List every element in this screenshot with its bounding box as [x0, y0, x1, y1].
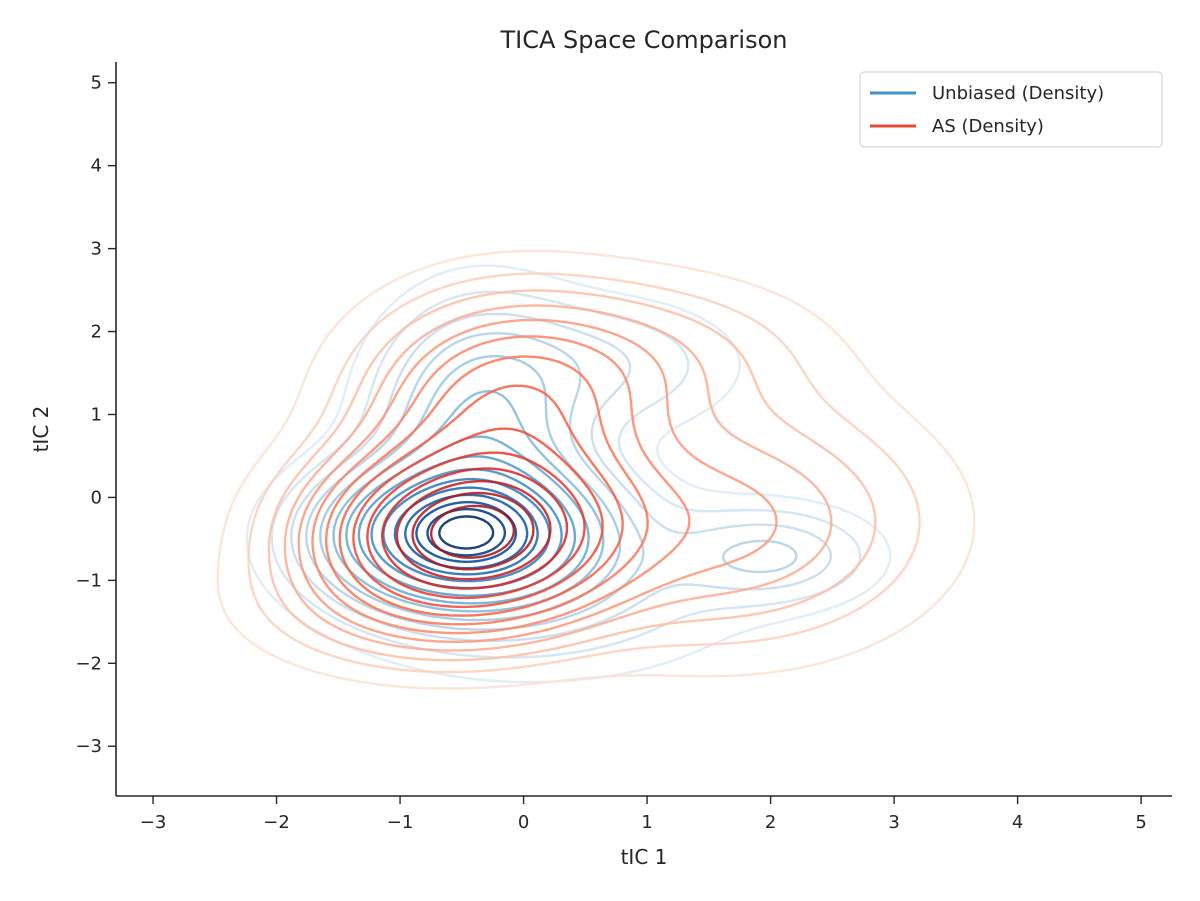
- contour-line: [283, 304, 833, 652]
- contour-line: [415, 500, 518, 563]
- contour-line: [216, 249, 976, 690]
- contour-line: [311, 335, 691, 635]
- contour-line: [338, 384, 624, 617]
- contour-series-0: [245, 264, 892, 684]
- y-tick-label: 2: [91, 322, 102, 343]
- legend-label-unbiased: Unbiased (Density): [932, 83, 1104, 104]
- y-tick-label: 3: [91, 239, 102, 260]
- x-tick-label: −3: [140, 812, 167, 833]
- y-axis-label: tIC 2: [29, 406, 53, 453]
- x-tick-label: 2: [765, 812, 776, 833]
- contour-line: [270, 290, 862, 659]
- x-axis-ticks: −3 −2 −1 0 1 2 3 4 5: [140, 796, 1147, 833]
- y-axis-ticks: −3 −2 −1 0 1 2 3 4 5: [75, 73, 116, 757]
- legend-label-as: AS (Density): [932, 116, 1044, 137]
- contour-line: [438, 515, 495, 550]
- contour-line: [325, 355, 649, 626]
- contour-line: [267, 289, 877, 662]
- x-tick-label: 4: [1012, 812, 1023, 833]
- x-tick-label: −2: [263, 812, 290, 833]
- y-tick-label: 0: [91, 487, 102, 508]
- contour-line: [345, 435, 590, 605]
- x-tick-label: 0: [518, 812, 529, 833]
- x-tick-label: −1: [387, 812, 414, 833]
- y-tick-label: −2: [75, 653, 102, 674]
- legend: Unbiased (Density) AS (Density): [859, 71, 1163, 148]
- x-tick-label: 1: [641, 812, 652, 833]
- y-tick-label: −3: [75, 736, 102, 757]
- x-tick-label: 5: [1135, 812, 1146, 833]
- contour-line: [247, 272, 921, 674]
- contour-line: [319, 355, 622, 622]
- contour-line: [366, 451, 586, 600]
- contour-plot-area: [216, 249, 976, 690]
- chart-title: TICA Space Comparison: [499, 26, 787, 54]
- contour-line: [297, 318, 778, 643]
- contour-line: [245, 264, 892, 684]
- contour-line: [352, 427, 604, 609]
- contour-line: [381, 467, 569, 590]
- x-axis-label: tIC 1: [621, 845, 668, 869]
- contour-line: [430, 504, 515, 559]
- y-tick-label: 5: [91, 73, 102, 94]
- contour-line: [411, 491, 535, 571]
- contour-series-1: [216, 249, 976, 690]
- contour-line: [395, 480, 552, 581]
- y-tick-label: 4: [91, 156, 102, 177]
- x-tick-label: 3: [888, 812, 899, 833]
- y-tick-label: −1: [75, 570, 102, 591]
- y-tick-label: 1: [91, 404, 102, 425]
- legend-box: [859, 71, 1163, 148]
